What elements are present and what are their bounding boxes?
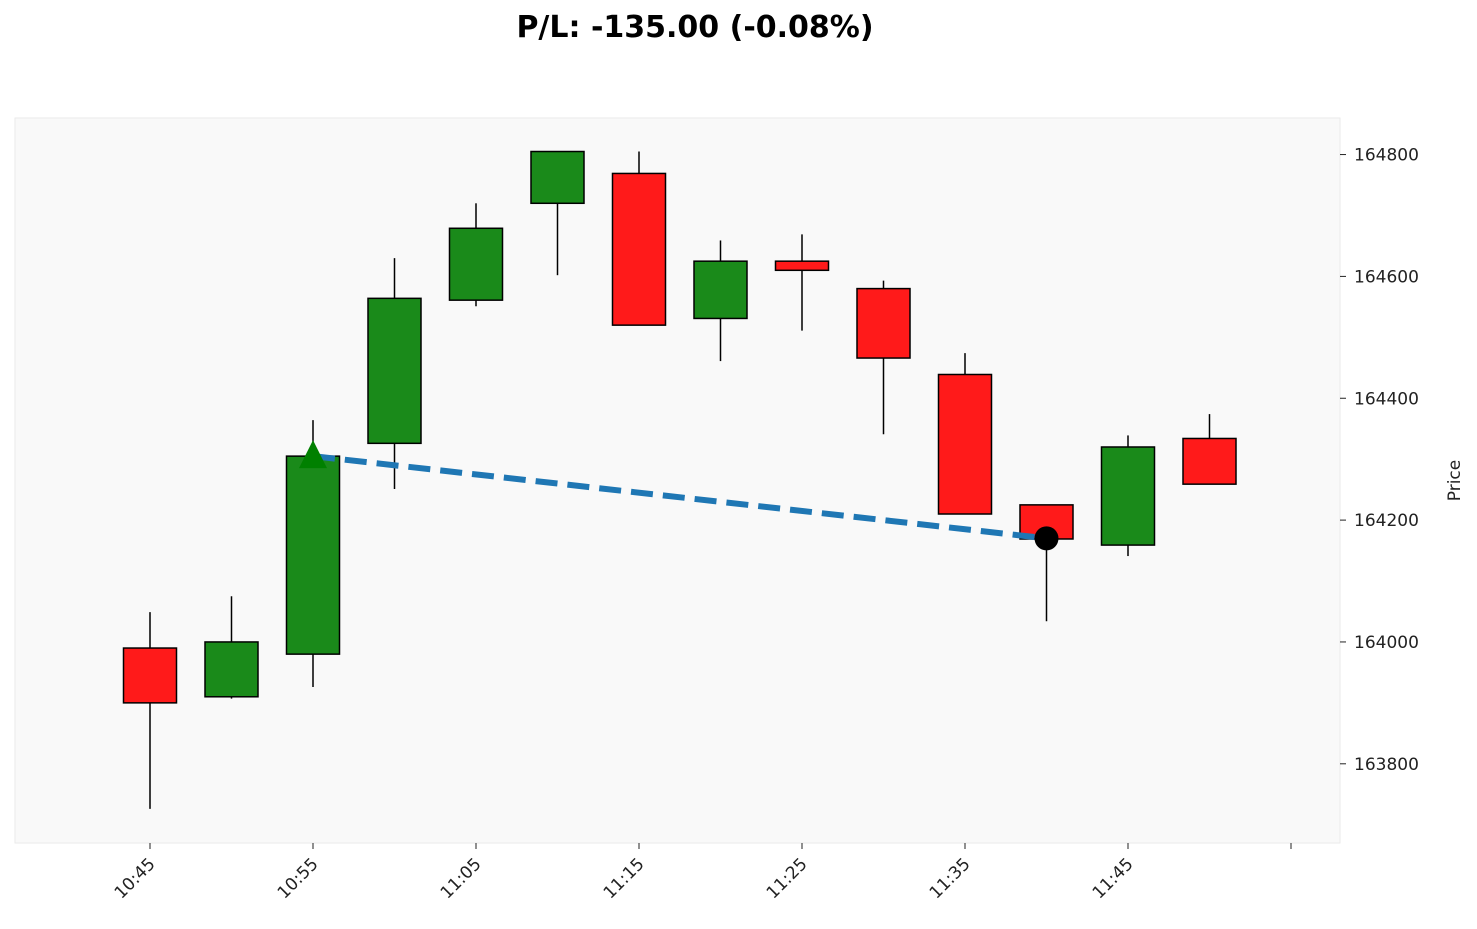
x-tick-label: 11:15 [600, 854, 649, 903]
y-axis-label: Price [1445, 460, 1465, 501]
candle-down [122, 647, 178, 704]
y-tick-label: 164000 [1354, 633, 1419, 653]
y-tick-label: 164600 [1354, 267, 1419, 287]
x-tick-label: 11:05 [437, 854, 486, 903]
y-tick-label: 164800 [1354, 146, 1419, 166]
candle-up [367, 297, 422, 445]
candle-up [285, 455, 341, 655]
y-tick-label: 163800 [1354, 755, 1419, 775]
x-tick-label: 10:45 [111, 854, 160, 903]
x-tick-label: 11:25 [763, 854, 812, 903]
chart-title: P/L: -135.00 (-0.08%) [516, 10, 874, 45]
candle-down [856, 287, 911, 359]
candle-up [693, 260, 748, 320]
trade-line [312, 453, 1047, 542]
candle-down [611, 172, 667, 326]
candle-up [1100, 446, 1156, 546]
candle-up [448, 227, 504, 301]
entry-marker [299, 440, 327, 469]
x-tick-label: 11:35 [926, 854, 975, 903]
x-tick-label: 11:45 [1089, 854, 1138, 903]
exit-marker [1034, 526, 1059, 551]
candle-down [937, 373, 993, 515]
candle-up [204, 641, 259, 698]
candle-up [530, 150, 585, 205]
y-tick-label: 164200 [1354, 511, 1419, 531]
candle-down [1182, 437, 1237, 485]
x-tick-label: 10:55 [274, 854, 323, 903]
y-tick-label: 164400 [1354, 389, 1419, 409]
candle-down [774, 260, 830, 272]
